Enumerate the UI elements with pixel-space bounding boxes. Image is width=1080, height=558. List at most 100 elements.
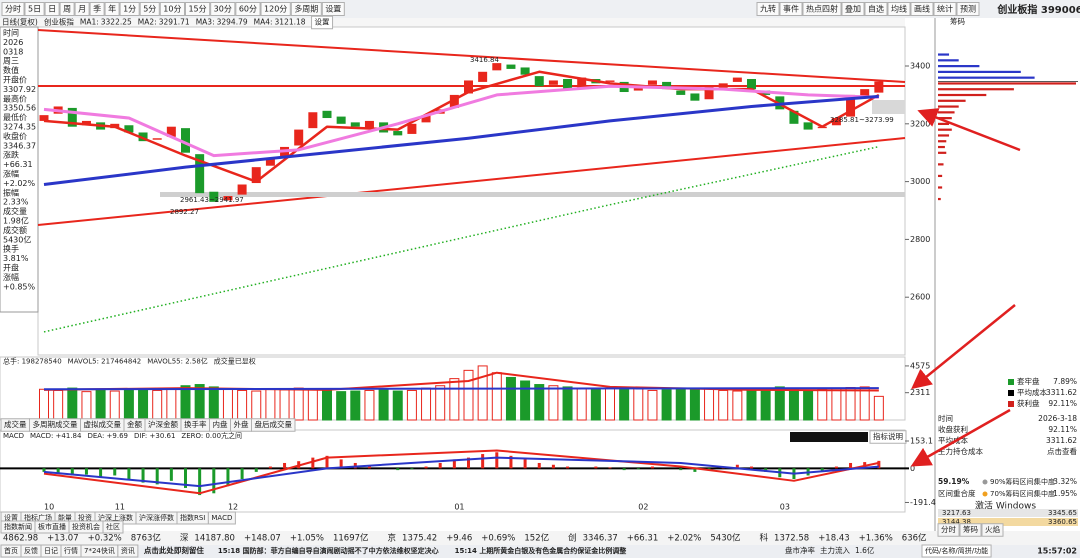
toolbar-button[interactable]: 季 [93,4,101,14]
indicator-tab[interactable]: 沪深涨停数 [139,513,174,522]
nav-button[interactable]: 行情 [64,546,78,555]
ma-label: 3291.71 [159,18,190,27]
legend-swatch [1008,390,1014,396]
toolbar-button[interactable]: 分时 [5,4,21,14]
volume-bar [251,390,262,421]
volume-tab[interactable]: 多周期成交量 [33,419,78,429]
toolbar-button[interactable]: 日 [48,5,56,14]
info-text: 2026 [3,38,23,47]
nav-button[interactable]: 资讯 [121,546,135,555]
candle [534,76,544,87]
ticker-bg [0,531,1080,545]
indicator-tab[interactable]: 沪深上涨数 [98,513,133,522]
search-box[interactable]: 代码/名称/简拼/功能 [925,546,988,555]
toolbar-button[interactable]: 10分 [163,5,181,14]
indicator-tab[interactable]: 指数RSI [180,513,205,522]
macd-button-box [869,430,907,444]
toolbar-button[interactable]: 九转 [760,4,776,14]
link-tab[interactable]: 投资机会 [72,522,100,531]
toolbar-button[interactable]: 60分 [239,5,257,14]
ma-label: 3121.18 [275,18,306,27]
toolbar-button[interactable]: 多周期 [294,4,318,14]
link-tab[interactable]: 指数新闻 [4,522,32,531]
toolbar-button[interactable]: 1分 [123,5,136,14]
candle [209,191,219,202]
toolbar-button-box [841,2,865,16]
macd-button[interactable]: 指标说明 [873,431,903,441]
volume-bar [237,389,248,421]
settings-button-box [311,15,334,30]
toolbar-button[interactable]: 叠加 [845,4,861,14]
volume-bar [576,387,587,421]
toolbar-button[interactable]: 15分 [188,5,206,14]
link-tab[interactable]: 板市直播 [38,522,66,531]
info-value: +2.02% [3,179,36,188]
toolbar-button[interactable]: 120分 [264,5,287,14]
toolbar-button[interactable]: 事件 [783,4,799,14]
link-tab[interactable]: 社区 [106,522,120,531]
indicator-tab[interactable]: 能量 [58,513,72,522]
volume-tab[interactable]: 沪深金额 [148,419,178,429]
volume-tab[interactable]: 内盘 [213,419,228,429]
candle [831,118,841,126]
nav-button[interactable]: 7*24快讯 [84,546,115,555]
toolbar-button-box [184,2,211,16]
info-label: 涨幅 [3,272,19,282]
macd-bar [127,468,131,480]
indicator-tab[interactable]: 投资 [78,513,92,522]
nav-button[interactable]: 日记 [44,547,58,555]
macd-bar [99,468,103,478]
range-high: 3345.65 [1048,509,1077,517]
toolbar-button[interactable]: 统计 [937,4,953,14]
toolbar-button[interactable]: 预测 [960,4,976,14]
ticker-value: +0.32% [88,534,122,544]
toolbar-button[interactable]: 月 [78,5,86,14]
settings-button[interactable]: 设置 [315,17,330,27]
ticker-value: 5430亿 [710,533,740,544]
watermark: 激活 Windows [975,500,1036,512]
toolbar-button[interactable]: 30分 [214,5,232,14]
volume-tab[interactable]: 成交量 [4,419,27,429]
panel-tab[interactable]: 筹码 [963,524,978,534]
macd-bar [155,468,159,485]
candle [138,132,148,142]
volume-tab[interactable]: 金额 [127,419,142,429]
news-item[interactable]: 15:18 国防部：菲方自编自导自演闹剧动摇不了中方依法维权坚定决心 [218,546,439,555]
candle [251,167,261,184]
clock: 15:57:02 [1037,547,1077,556]
toolbar-button[interactable]: 5日 [28,5,41,14]
toolbar-button[interactable]: 5分 [143,5,156,14]
toolbar-button[interactable]: 设置 [325,4,341,14]
macd-bar [594,466,598,469]
nav-button[interactable]: 反馈 [24,546,38,555]
panel-tab-box [959,523,982,537]
indicator-tab[interactable]: 指标广场 [24,513,52,522]
toolbar-button[interactable]: 年 [108,4,116,14]
candle [407,123,417,134]
chip-bar [938,65,980,68]
toolbar-button[interactable]: 热点四射 [806,4,838,14]
candle [846,94,856,117]
conc-key: 集中度 [1034,477,1055,486]
indicator-tab[interactable]: 设置 [4,513,18,522]
news-item[interactable]: 15:14 上期所黄金白银及有色金属合约保证金比例调整 [455,546,627,555]
toolbar-button[interactable]: 自选 [868,4,884,14]
volume-tab[interactable]: 外盘 [234,419,249,429]
toolbar-button[interactable]: 画线 [914,4,930,14]
panel-tab[interactable]: 火焰 [985,524,1000,534]
indicator-tab[interactable]: MACD [211,514,232,522]
volume-tab[interactable]: 换手率 [184,419,207,429]
toolbar-button[interactable]: 均线 [891,4,907,14]
info-value: 2.33% [3,198,29,207]
promo[interactable]: 点击此处即刻留住 [144,545,204,555]
nav-button[interactable]: 首页 [4,546,18,555]
panel-tab[interactable]: 分时 [941,524,956,534]
table-value: 3311.62 [1046,436,1077,445]
volume-bar [109,390,120,421]
volume-tab[interactable]: 虚拟成交量 [84,419,122,429]
toolbar-button[interactable]: 周 [63,5,71,14]
volume-tab[interactable]: 盘后成交量 [255,419,293,429]
y-tick-label: -191.4 [910,498,936,507]
volume-bar [279,389,290,421]
